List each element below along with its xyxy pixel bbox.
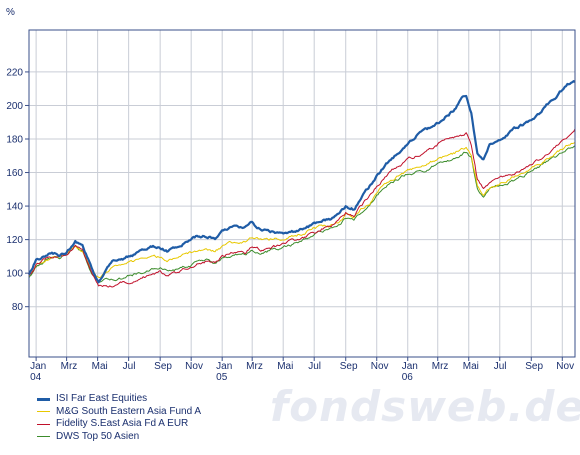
y-tick-label: 180 (6, 135, 23, 146)
x-tick-label: Jan (402, 361, 418, 372)
vertical-gridlines (35, 30, 563, 357)
x-tick-label: Jan (30, 361, 46, 372)
legend-label: Fidelity S.East Asia Fd A EUR (56, 418, 189, 429)
x-year-label: 05 (216, 372, 228, 383)
legend-label: ISI Far East Equities (56, 393, 148, 404)
x-tick-label: Sep (154, 361, 172, 372)
y-tick-label: 80 (12, 302, 24, 313)
x-tick-label: Nov (371, 361, 389, 372)
legend-label: DWS Top 50 Asien (56, 430, 140, 442)
legend-item: M&G South Eastern Asia Fund A (37, 406, 201, 419)
legend-swatch-mg (37, 411, 50, 413)
x-tick-label: Mrz (432, 361, 449, 372)
legend-item: DWS Top 50 Asien (37, 431, 201, 444)
horizontal-gridlines (29, 71, 575, 308)
series-layer (27, 80, 576, 288)
x-tick-label: Jul (494, 361, 507, 372)
watermark-logo: fondsweb.de (270, 382, 580, 431)
legend: ISI Far East Equities M&G South Eastern … (37, 393, 201, 443)
y-axis: 80 100 120 140 160 180 200 220 (6, 67, 29, 313)
series-line-2 (28, 128, 576, 288)
y-tick-label: 220 (6, 67, 23, 78)
x-tick-label: Mai (463, 361, 479, 372)
series-line-1 (28, 141, 576, 278)
x-tick-label: Jul (123, 361, 136, 372)
x-tick-label: Jan (216, 361, 232, 372)
legend-swatch-dws (37, 436, 50, 438)
y-tick-label: 120 (6, 235, 23, 246)
y-unit-label: % (6, 7, 15, 18)
legend-swatch-isi (37, 397, 50, 401)
y-tick-label: 140 (6, 202, 23, 213)
legend-label: M&G South Eastern Asia Fund A (56, 405, 202, 417)
y-tick-label: 100 (6, 269, 23, 280)
y-tick-label: 160 (6, 168, 23, 179)
series-line-0 (28, 145, 576, 283)
x-tick-label: Mai (92, 361, 108, 372)
x-tick-label: Jul (308, 361, 321, 372)
x-tick-label: Mai (277, 361, 293, 372)
x-tick-label: Sep (525, 361, 543, 372)
y-tick-label: 200 (6, 101, 23, 112)
x-tick-label: Sep (340, 361, 358, 372)
legend-swatch-fidelity (37, 423, 50, 425)
legend-item: Fidelity S.East Asia Fd A EUR (37, 418, 201, 431)
plot-frame (28, 29, 576, 358)
x-tick-label: Mrz (61, 361, 78, 372)
x-tick-label: Nov (556, 361, 574, 372)
x-tick-label: Mrz (246, 361, 263, 372)
x-year-label: 06 (402, 372, 414, 383)
legend-item: ISI Far East Equities (37, 393, 201, 406)
x-tick-label: Nov (185, 361, 203, 372)
x-year-label: 04 (30, 372, 42, 383)
series-line-3 (27, 80, 576, 284)
